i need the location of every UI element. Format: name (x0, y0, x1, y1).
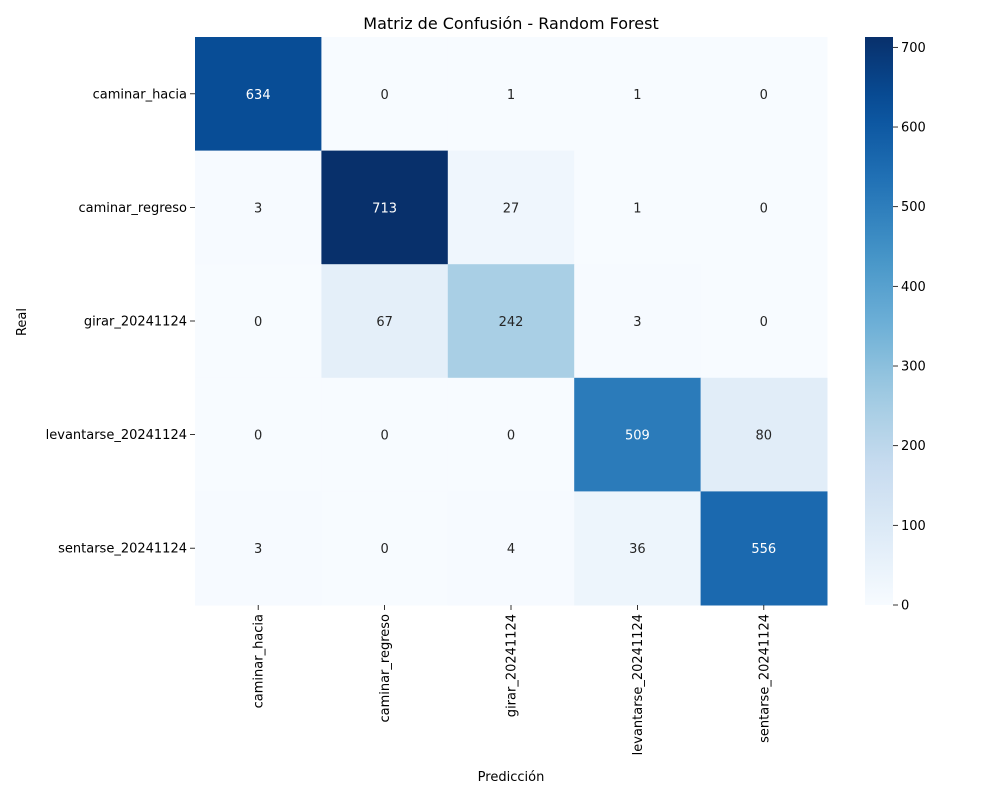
heatmap-cell (321, 150, 449, 265)
heatmap-cell (574, 491, 702, 606)
y-tick-label: levantarse_20241124 (46, 428, 187, 443)
cell-value-label: 3 (254, 542, 262, 557)
heatmap-cell (447, 377, 575, 492)
heatmap-cell (447, 264, 575, 379)
cell-value-label: 67 (376, 315, 393, 330)
colorbar-tick-label: 100 (901, 519, 926, 534)
heatmap-cell (195, 491, 322, 606)
colorbar-tick-label: 700 (901, 41, 926, 56)
heatmap-cell (195, 264, 322, 379)
cell-value-label: 80 (756, 429, 773, 444)
colorbar (865, 37, 893, 605)
cell-value-label: 556 (751, 542, 776, 557)
y-tick-label: caminar_hacia (93, 87, 187, 102)
colorbar-tick-label: 500 (901, 200, 926, 215)
colorbar-ticks: 0 100 200 300 400 500 600 700 (893, 41, 926, 614)
heatmap-cell (700, 264, 828, 379)
x-axis-label: Predicción (478, 770, 545, 785)
colorbar-tick-label: 300 (901, 360, 926, 375)
cell-value-label: 713 (372, 201, 397, 216)
colorbar-tick-label: 0 (901, 599, 909, 614)
x-tick-label: girar_20241124 (505, 614, 520, 717)
colorbar-tick-label: 400 (901, 280, 926, 295)
cell-value-label: 0 (254, 315, 262, 330)
y-tick-label: caminar_regreso (78, 201, 187, 216)
heatmap-cell-labels: 634 0 1 1 0 3 713 27 1 0 0 67 242 3 0 0 0 0 509 80 3 0 4 36 556 (246, 88, 776, 557)
x-tick-label: levantarse_20241124 (631, 614, 646, 755)
cell-value-label: 3 (254, 201, 262, 216)
cell-value-label: 36 (629, 542, 646, 557)
x-tick-label: caminar_regreso (378, 614, 393, 723)
heatmap-cell (321, 491, 449, 606)
heatmap-cell (447, 491, 575, 606)
heatmap-cell (574, 264, 702, 379)
cell-value-label: 0 (760, 201, 768, 216)
y-tick-label: sentarse_20241124 (58, 542, 187, 557)
heatmap-cell (700, 37, 828, 152)
cell-value-label: 0 (380, 429, 388, 444)
x-tick-label: caminar_hacia (252, 614, 267, 708)
heatmap-cell (574, 377, 702, 492)
cell-value-label: 242 (499, 315, 524, 330)
cell-value-label: 1 (633, 88, 641, 103)
heatmap-cell (447, 37, 575, 152)
y-axis-label: Real (15, 308, 30, 336)
heatmap-cell (195, 150, 322, 265)
cell-value-label: 27 (503, 201, 520, 216)
heatmap-cell (321, 264, 449, 379)
heatmap-cell (574, 150, 702, 265)
heatmap-cell (195, 37, 322, 152)
cell-value-label: 3 (633, 315, 641, 330)
cell-value-label: 1 (507, 88, 515, 103)
cell-value-label: 509 (625, 429, 650, 444)
cell-value-label: 0 (380, 88, 388, 103)
cell-value-label: 0 (760, 315, 768, 330)
cell-value-label: 0 (760, 88, 768, 103)
cell-value-label: 0 (507, 429, 515, 444)
heatmap-cells (195, 37, 828, 606)
cell-value-label: 0 (380, 542, 388, 557)
colorbar-tick-label: 600 (901, 121, 926, 136)
heatmap-cell (447, 150, 575, 265)
heatmap-cell (321, 37, 449, 152)
heatmap-cell (700, 377, 828, 492)
heatmap-cell (700, 491, 828, 606)
cell-value-label: 4 (507, 542, 515, 557)
chart-title: Matriz de Confusión - Random Forest (363, 14, 658, 33)
heatmap-cell (321, 377, 449, 492)
heatmap-cell (195, 377, 322, 492)
heatmap-cell (574, 37, 702, 152)
x-tick-labels: caminar_hacia caminar_regreso girar_202411… (252, 605, 772, 755)
heatmap-cell (700, 150, 828, 265)
colorbar-tick-label: 200 (901, 439, 926, 454)
cell-value-label: 0 (254, 429, 262, 444)
x-tick-label: sentarse_20241124 (757, 614, 772, 743)
y-tick-label: girar_20241124 (84, 315, 187, 330)
y-tick-labels: caminar_hacia caminar_regreso girar_202411… (46, 87, 195, 557)
cell-value-label: 634 (246, 88, 271, 103)
cell-value-label: 1 (633, 201, 641, 216)
